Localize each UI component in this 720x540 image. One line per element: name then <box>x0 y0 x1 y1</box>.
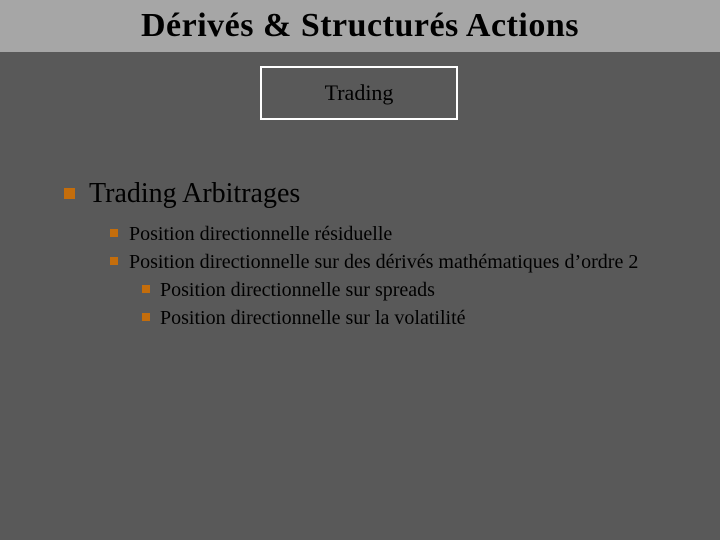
level2-text: Position directionnelle sur des dérivés … <box>129 249 638 275</box>
bullet-level3: Position directionnelle sur spreads <box>142 277 684 303</box>
square-bullet-icon <box>110 229 118 237</box>
level3-text: Position directionnelle sur spreads <box>160 277 435 303</box>
level2-group: Position directionnelle résiduelle Posit… <box>110 221 684 331</box>
level3-group: Position directionnelle sur spreads Posi… <box>142 277 684 331</box>
bullet-level2: Position directionnelle résiduelle <box>110 221 684 247</box>
subtitle-box: Trading <box>260 66 458 120</box>
square-bullet-icon <box>142 285 150 293</box>
square-bullet-icon <box>142 313 150 321</box>
square-bullet-icon <box>64 188 75 199</box>
slide-title: Dérivés & Structurés Actions <box>141 7 579 45</box>
level1-text: Trading Arbitrages <box>89 176 300 211</box>
square-bullet-icon <box>110 257 118 265</box>
subtitle-text: Trading <box>325 80 394 106</box>
bullet-level1: Trading Arbitrages <box>64 176 684 211</box>
title-bar: Dérivés & Structurés Actions <box>0 0 720 52</box>
bullet-level2: Position directionnelle sur des dérivés … <box>110 249 684 275</box>
content-area: Trading Arbitrages Position directionnel… <box>64 176 684 333</box>
bullet-level3: Position directionnelle sur la volatilit… <box>142 305 684 331</box>
level2-text: Position directionnelle résiduelle <box>129 221 392 247</box>
level3-text: Position directionnelle sur la volatilit… <box>160 305 466 331</box>
